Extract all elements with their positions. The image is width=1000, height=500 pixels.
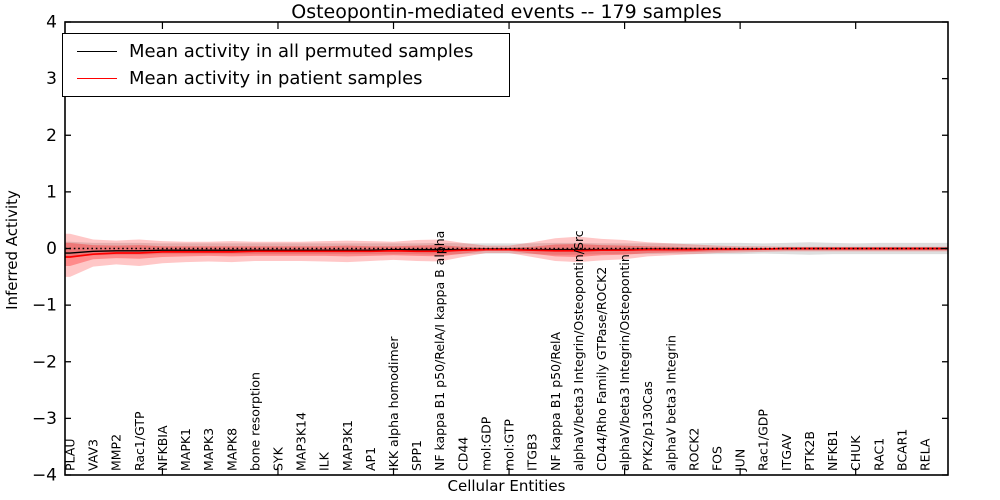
legend-label: Mean activity in all permuted samples [129,40,474,62]
x-tick-label: NFKBIA [155,425,170,471]
x-tick-label: PYK2/p130Cas [640,381,655,471]
x-tick-label: MMP2 [109,434,124,471]
y-tick-label: 3 [46,69,57,89]
x-tick-label: alphaV/beta3 Integrin/Osteopontin/Src [571,230,586,471]
y-tick-label: −1 [32,296,57,316]
legend-item-patient: Mean activity in patient samples [77,68,509,90]
x-tick-label: BCAR1 [894,429,909,471]
y-tick-label: −4 [32,466,57,486]
y-tick-label: −3 [32,409,57,429]
x-tick-label: MAP3K1 [340,420,355,471]
x-tick-label: FOS [710,446,725,471]
x-tick-label: PLAU [63,439,78,472]
x-tick-label: Rac1/GTP [132,411,147,471]
x-tick-label: IKK alpha homodimer [386,336,401,471]
x-tick-label: VAV3 [86,439,101,471]
x-tick-label: AP1 [363,447,378,471]
x-tick-label: CD44 [455,437,470,471]
x-tick-label: mol:GDP [478,416,493,471]
x-tick-label: ITGAV [779,433,794,471]
x-tick-label: alphaV/beta3 Integrin/Osteopontin [617,254,632,471]
x-tick-label: MAPK3 [201,428,216,471]
x-tick-label: MAP3K14 [294,412,309,471]
x-tick-label: alphaV beta3 Integrin [663,335,678,471]
x-tick-label: CHUK [848,435,863,471]
x-tick-label: Rac1/GDP [756,409,771,471]
y-tick-label: 2 [46,126,57,146]
x-tick-label: mol:GTP [502,419,517,471]
x-tick-label: bone resorption [247,372,262,471]
x-tick-label: ITGB3 [525,433,540,471]
x-tick-label: ILK [317,451,332,471]
legend-label: Mean activity in patient samples [129,67,423,89]
patient-mean-line [65,247,948,258]
patient-line-swatch [77,78,117,79]
permuted-line-swatch [77,51,117,52]
x-tick-label: NF kappa B1 p50/RelA [548,331,563,471]
y-tick-label: 4 [46,13,57,33]
y-tick-label: 1 [46,182,57,202]
patient-range-outer-band [65,233,948,277]
y-tick-label: −2 [32,352,57,372]
x-axis-title: Cellular Entities [447,477,566,495]
x-tick-label: MAPK8 [224,428,239,471]
x-tick-label: NF kappa B1 p50/RelA/I kappa B alpha [432,231,447,471]
x-tick-label: PTK2B [802,431,817,471]
x-tick-label: SYK [270,446,285,471]
legend-item-permuted: Mean activity in all permuted samples [77,41,509,63]
x-tick-label: MAPK1 [178,428,193,471]
y-tick-label: 0 [46,239,57,259]
chart-title: Osteopontin-mediated events -- 179 sampl… [291,1,722,23]
x-tick-label: JUN [733,449,748,472]
x-tick-label: SPP1 [409,440,424,471]
x-tick-label: RELA [918,438,933,471]
legend: Mean activity in all permuted samples Me… [62,33,510,97]
x-tick-label: NFKB1 [825,430,840,471]
x-tick-label: ROCK2 [686,428,701,471]
x-tick-label: CD44/Rho Family GTPase/ROCK2 [594,267,609,471]
x-tick-label: RAC1 [871,438,886,471]
y-axis-title: Inferred Activity [3,190,21,310]
